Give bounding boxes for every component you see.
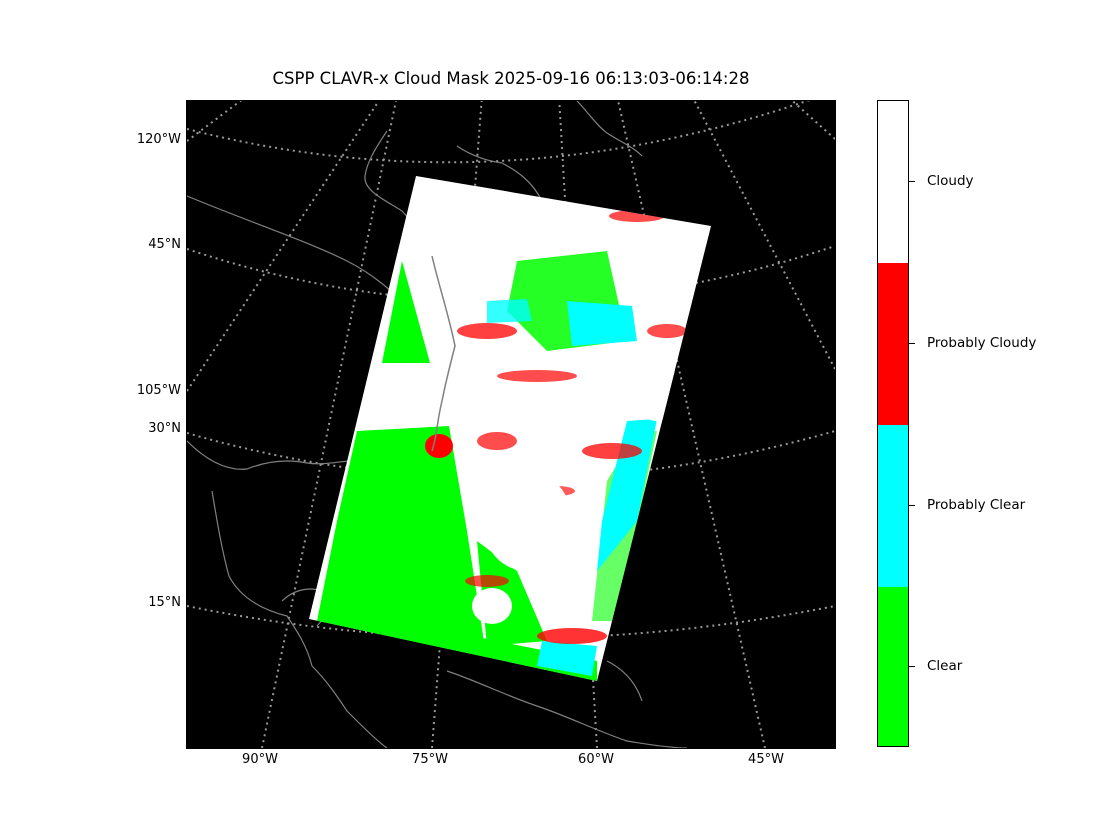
- colorbar-label-clear: Clear: [927, 658, 963, 674]
- colorbar-segment-probably-cloudy: [878, 263, 908, 425]
- axis-label-30n: 30°N: [148, 421, 181, 436]
- axis-label-15n: 15°N: [148, 595, 181, 610]
- probably-cloudy-patches: [425, 210, 687, 644]
- probably-cloudy-patch-east-1: [582, 443, 642, 459]
- axis-label-60w: 60°W: [578, 752, 614, 767]
- clear-region-gulf: [317, 426, 487, 661]
- probably-clear-region-northeast: [567, 301, 637, 346]
- probably-cloudy-patch-east-3: [647, 324, 687, 338]
- coast-south-america-north: [446, 670, 688, 748]
- colorbar-segment-probably-clear: [878, 425, 908, 587]
- probably-cloudy-patch-northeast: [609, 210, 665, 222]
- probably-cloudy-patch-north-1: [457, 323, 517, 339]
- cloudy-overlay-mid-left: [382, 376, 452, 426]
- meridian-30w: [693, 101, 835, 370]
- coast-greenland: [576, 101, 643, 157]
- cloudy-overlay-north: [417, 186, 537, 256]
- cloudy-overlay-east: [632, 361, 682, 421]
- probably-cloudy-patch-florida: [425, 434, 453, 458]
- probably-cloudy-patch-east-2: [477, 432, 517, 450]
- colorbar-tick-clear: [909, 666, 915, 667]
- figure-title: CSPP CLAVR-x Cloud Mask 2025-09-16 06:13…: [272, 69, 750, 88]
- cloud-mask-swath: [309, 176, 711, 681]
- colorbar-segment-clear: [878, 587, 908, 746]
- probably-clear-region-center: [487, 299, 532, 323]
- colorbar-label-probably-clear: Probably Clear: [927, 497, 1026, 513]
- colorbar-tick-probably-cloudy: [909, 343, 915, 344]
- map-panel[interactable]: [186, 100, 836, 749]
- cloudy-overlays: [382, 186, 682, 624]
- colorbar-tick-probably-clear: [909, 505, 915, 506]
- colorbar-tick-cloudy: [909, 181, 915, 182]
- probably-cloudy-patch-north-2: [497, 370, 577, 382]
- axis-label-105w: 105°W: [136, 383, 181, 398]
- cloudy-overlay-south: [472, 588, 512, 624]
- meridian-120w: [187, 101, 242, 142]
- meridian-105w: [187, 101, 380, 392]
- probably-clear-region-southeast: [537, 641, 597, 676]
- axis-label-45w: 45°W: [748, 752, 784, 767]
- probably-cloudy-patch-south-2: [465, 575, 509, 587]
- colorbar-label-probably-cloudy: Probably Cloudy: [927, 335, 1037, 351]
- cloudy-overlay-center: [482, 471, 572, 571]
- coast-over-swath: [431, 255, 456, 452]
- probably-clear-region-east-strip: [597, 419, 657, 571]
- clear-region-west-strip: [382, 261, 430, 363]
- coast-mexico: [211, 490, 313, 667]
- probably-cloudy-patch-south-1: [537, 628, 607, 644]
- axis-label-90w: 90°W: [242, 752, 278, 767]
- cloud-mask-map[interactable]: [187, 101, 835, 748]
- axis-label-75w: 75°W: [412, 752, 448, 767]
- coast-central-america: [311, 665, 388, 748]
- colorbar-label-cloudy: Cloudy: [927, 173, 974, 189]
- colorbar-segment-cloudy: [878, 101, 908, 263]
- meridian-15w: [791, 101, 835, 140]
- colorbar: [877, 100, 909, 747]
- parallel-60n: [187, 101, 810, 164]
- axis-label-120w: 120°W: [136, 132, 181, 147]
- axis-label-45n: 45°N: [148, 237, 181, 252]
